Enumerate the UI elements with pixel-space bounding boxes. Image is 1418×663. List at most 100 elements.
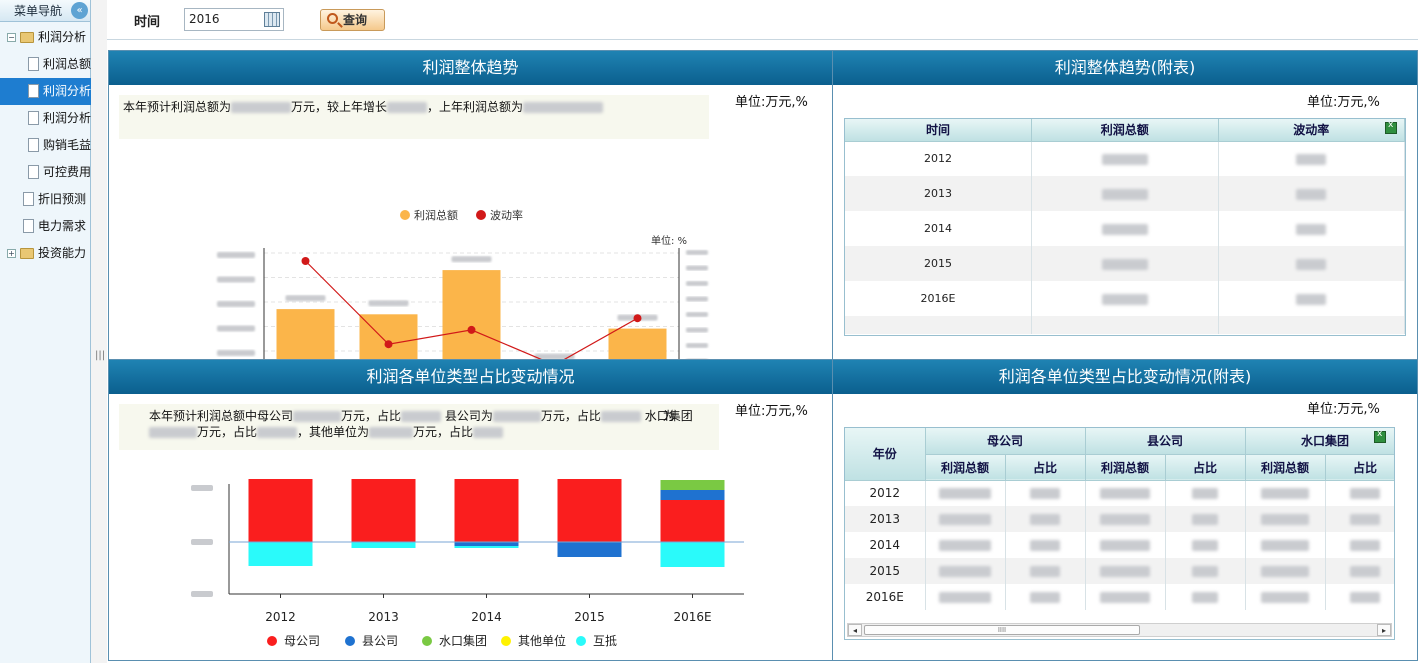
sidebar-item[interactable]: 电力需求: [0, 213, 91, 240]
redacted-data-label: [534, 353, 575, 359]
column-group-header[interactable]: 水口集团: [1245, 428, 1394, 455]
table-row-empty: [845, 316, 1405, 334]
legend-label: 利润总额: [414, 208, 458, 222]
table-row[interactable]: 2015: [845, 558, 1394, 584]
redacted-cell: [1031, 211, 1219, 246]
year-cell: 2012: [845, 141, 1032, 176]
splitter-grip-icon[interactable]: |||: [95, 350, 106, 361]
data-table: 年份 母公司 县公司 水口集团 利润总额 占比 利润总额 占比 利润总额 占比 …: [845, 428, 1394, 610]
redacted-value: [401, 411, 442, 422]
legend-label: 母公司: [284, 634, 320, 648]
sidebar-item[interactable]: + 投资能力: [0, 240, 91, 267]
line-point: [384, 340, 393, 349]
redacted-cell: [1325, 532, 1394, 558]
redacted-y-tick: [217, 325, 255, 332]
sidebar-item[interactable]: 利润分析: [0, 105, 91, 132]
summary-part: ，上年利润总额为: [427, 100, 524, 114]
redacted-value: [1296, 223, 1327, 235]
table-row[interactable]: 2013: [845, 176, 1405, 211]
collapse-icon[interactable]: −: [7, 33, 16, 42]
excel-export-icon[interactable]: [1374, 429, 1386, 443]
x-tick-label: 2014: [471, 610, 502, 624]
column-header[interactable]: 波动率: [1218, 119, 1405, 142]
redacted-value: [1296, 258, 1327, 270]
year-cell: 2015: [845, 558, 926, 584]
redacted-value: [387, 102, 428, 113]
sidebar-item[interactable]: 利润总额: [0, 51, 91, 78]
horizontal-scrollbar[interactable]: ◂ IIII ▸: [847, 623, 1392, 637]
time-input[interactable]: 2016: [184, 8, 284, 31]
column-header[interactable]: 占比: [1165, 454, 1246, 481]
redacted-value: [1030, 592, 1060, 603]
column-header[interactable]: 占比: [1005, 454, 1086, 481]
column-group-header[interactable]: 县公司: [1085, 428, 1246, 455]
collapse-sidebar-icon[interactable]: «: [71, 2, 88, 19]
splitter[interactable]: |||: [91, 0, 107, 663]
sidebar-item[interactable]: 可控费用: [0, 159, 91, 186]
scroll-right-icon[interactable]: ▸: [1377, 624, 1391, 636]
table-row[interactable]: 2014: [845, 532, 1394, 558]
column-header[interactable]: 年份: [845, 428, 926, 481]
scroll-left-icon[interactable]: ◂: [848, 624, 862, 636]
redacted-cell: [1325, 584, 1394, 610]
redacted-value: [1261, 540, 1310, 551]
table-row[interactable]: 2013: [845, 506, 1394, 532]
legend-swatch: [476, 210, 486, 220]
redacted-value: [1192, 592, 1219, 603]
legend-label: 县公司: [362, 634, 398, 648]
redacted-value: [1192, 488, 1219, 500]
redacted-cell: [1218, 176, 1405, 211]
document-icon: [28, 84, 39, 98]
redacted-data-label: [451, 256, 492, 263]
redacted-cell: [925, 558, 1006, 584]
sidebar-header: 菜单导航 «: [0, 0, 90, 22]
expand-icon[interactable]: +: [7, 249, 16, 258]
time-input-value: 2016: [189, 12, 220, 26]
column-header[interactable]: 利润总额: [925, 454, 1006, 481]
redacted-value: [1261, 488, 1310, 500]
column-header[interactable]: 占比: [1325, 454, 1394, 481]
table-row[interactable]: 2014: [845, 211, 1405, 246]
document-icon: [23, 219, 34, 233]
table-row[interactable]: 2016E: [845, 281, 1405, 316]
legend-swatch: [422, 636, 432, 646]
query-button[interactable]: 查询: [320, 9, 385, 31]
redacted-value: [1030, 540, 1060, 551]
table-row[interactable]: 2012: [845, 480, 1394, 506]
nav-tree: − 利润分析 利润总额 利润分析 利润分析 购销毛益 可控费用 折旧预测 电力需求 + 投资能力: [0, 24, 91, 267]
line-point: [301, 257, 310, 265]
x-tick-label: 2015: [574, 610, 605, 624]
redacted-value: [1192, 566, 1219, 577]
redacted-data-label: [285, 295, 326, 302]
column-header[interactable]: 时间: [845, 119, 1032, 142]
legend-label: 水口集团: [439, 633, 487, 648]
scroll-thumb[interactable]: IIII: [864, 625, 1140, 635]
redacted-value: [1100, 488, 1151, 500]
query-button-label: 查询: [343, 13, 368, 27]
redacted-cell: [1325, 558, 1394, 584]
excel-export-icon[interactable]: [1385, 120, 1397, 134]
sidebar-item[interactable]: 购销毛益: [0, 132, 91, 159]
sidebar-item[interactable]: − 利润分析: [0, 24, 91, 51]
table-row[interactable]: 2015: [845, 246, 1405, 281]
table-row[interactable]: 2016E: [845, 584, 1394, 610]
sidebar-item[interactable]: 折旧预测: [0, 186, 91, 213]
column-header[interactable]: 利润总额: [1031, 119, 1219, 142]
column-header[interactable]: 利润总额: [1245, 454, 1326, 481]
column-group-header[interactable]: 母公司: [925, 428, 1086, 455]
table-row[interactable]: 2012: [845, 141, 1405, 176]
column-header[interactable]: 利润总额: [1085, 454, 1166, 481]
redacted-value: [1261, 592, 1310, 603]
redacted-value: [1350, 540, 1381, 551]
sidebar-item[interactable]: 利润分析: [0, 78, 91, 105]
redacted-y-tick: [217, 252, 255, 258]
unit-share-panel: 利润各单位类型占比变动情况 单位:万元,% 本年预计利润总额中母公司 万元，占比 …: [108, 359, 833, 661]
summary-part: ，其他单位为: [297, 425, 370, 439]
calendar-icon[interactable]: [264, 12, 280, 27]
redacted-cell: [1245, 506, 1326, 532]
redacted-y-tick: [217, 350, 255, 356]
year-cell: 2016E: [845, 584, 926, 610]
empty-cell: [845, 316, 1032, 334]
panel-title: 利润各单位类型占比变动情况(附表): [833, 360, 1417, 394]
